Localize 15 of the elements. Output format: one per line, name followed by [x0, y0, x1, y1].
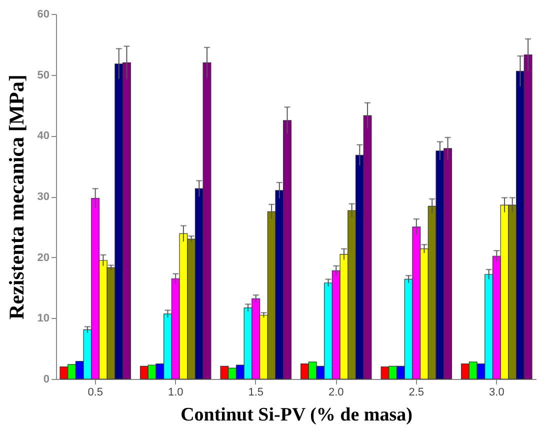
x-tick-label: 1.5: [248, 386, 264, 398]
y-tick-label: 10: [37, 312, 50, 325]
y-tick-label: 30: [37, 191, 50, 203]
y-tick-label: 50: [37, 69, 50, 82]
y-tick-label: 40: [37, 130, 50, 142]
x-tick-label: 2.0: [328, 386, 344, 398]
y-tick-label: 0: [43, 374, 50, 386]
x-tick-label: 0.5: [88, 386, 103, 398]
y-axis-title: Rezistenta mecanica [MPa]: [4, 74, 28, 320]
y-tick-label: 20: [37, 252, 50, 264]
x-tick-label: 3.0: [489, 386, 504, 398]
x-axis-title: Continut Si-PV (% de masa): [180, 404, 412, 426]
y-tick-label: 60: [37, 8, 50, 20]
x-tick-label: 1.0: [168, 386, 184, 398]
x-tick-label: 2.5: [408, 386, 424, 398]
